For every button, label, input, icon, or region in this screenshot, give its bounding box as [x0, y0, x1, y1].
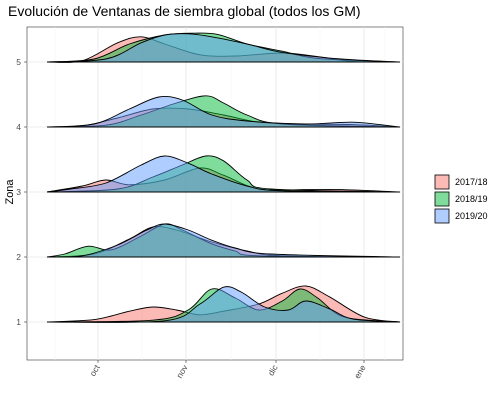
x-tick-label: dic [266, 362, 280, 377]
ridge-zone-4 [46, 95, 401, 128]
x-axis-ticks: oct nov dic ene [87, 360, 368, 381]
legend-key-2018-19 [434, 191, 450, 207]
ridge-zone-5 [46, 32, 401, 63]
density-area-2019-20-zone-5 [47, 33, 400, 62]
density-area-2019-20-zone-2 [47, 224, 400, 258]
ridge-zone-3 [46, 155, 401, 193]
ridge-zone-1 [46, 285, 401, 323]
y-axis-ticks: 1 2 3 4 5 [16, 57, 27, 327]
legend-label: 2017/18 [455, 177, 488, 187]
legend-label: 2019/20 [455, 211, 488, 221]
legend: 2017/18 2018/19 2019/20 [434, 174, 488, 224]
density-line-2019-20-zone-3 [46, 155, 401, 193]
legend-key-2017-18 [434, 174, 450, 190]
density-area-2019-20-zone-1 [47, 286, 400, 323]
y-tick-label: 2 [16, 252, 21, 262]
density-line-2019-20-zone-4 [46, 95, 401, 128]
ridges [46, 32, 401, 323]
ridge-zone-2 [46, 223, 401, 258]
x-tick-label: nov [174, 362, 190, 380]
x-tick-label: ene [352, 363, 368, 381]
y-tick-label: 4 [16, 122, 21, 132]
density-area-2019-20-zone-4 [47, 96, 400, 127]
y-axis-label: Zona [4, 179, 16, 205]
density-line-2019-20-zone-2 [46, 223, 401, 258]
legend-label: 2018/19 [455, 194, 488, 204]
density-area-2019-20-zone-3 [47, 155, 400, 192]
y-tick-label: 5 [16, 57, 21, 67]
legend-key-2019-20 [434, 208, 450, 224]
density-line-2019-20-zone-1 [46, 286, 401, 323]
chart-title: Evolución de Ventanas de siembra global … [8, 3, 361, 19]
y-tick-label: 1 [16, 317, 21, 327]
y-tick-label: 3 [16, 187, 21, 197]
x-tick-label: oct [87, 362, 102, 377]
density-area-2018-19-zone-3 [47, 155, 400, 192]
density-line-2019-20-zone-5 [46, 33, 401, 63]
